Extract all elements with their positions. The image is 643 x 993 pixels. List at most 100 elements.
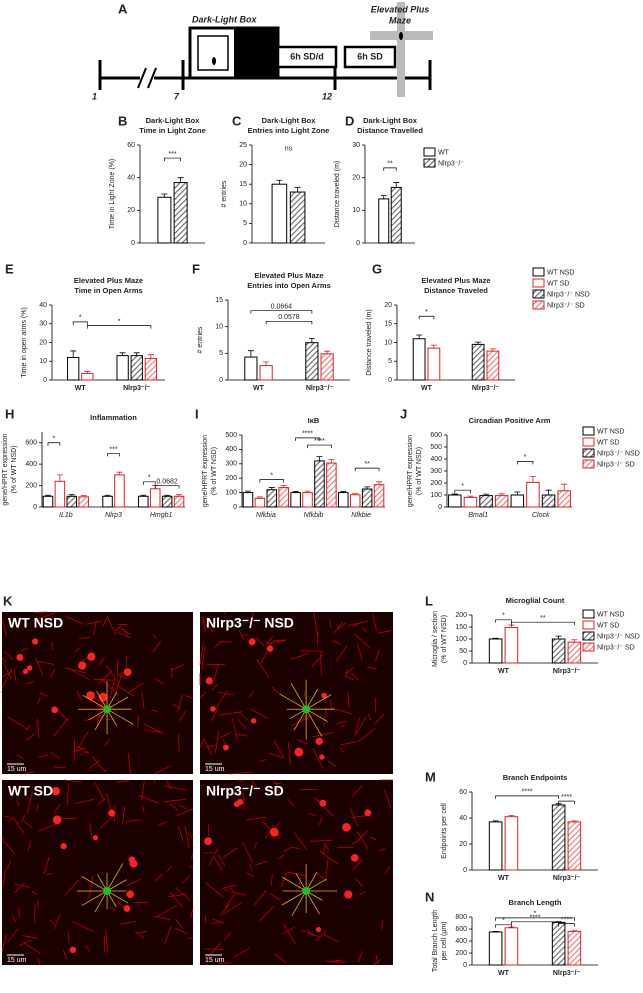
process <box>337 622 347 630</box>
chart-title: Dark-Light Box <box>262 116 317 125</box>
process <box>93 781 105 801</box>
panel-n: N Branch Length Total Branch Length per cel… <box>425 889 598 977</box>
error-bar <box>308 338 315 343</box>
process <box>88 696 96 702</box>
y-tick-label: 20 <box>384 302 392 309</box>
error-bar <box>280 485 287 488</box>
process <box>12 816 19 825</box>
y-tick-label: 600 <box>455 926 467 933</box>
soma <box>32 638 39 645</box>
bar <box>66 495 78 508</box>
step-label: 6h SD <box>357 51 383 61</box>
chart-title: Elevated Plus Maze <box>74 276 143 285</box>
process <box>289 846 301 850</box>
micrograph <box>2 780 193 965</box>
y-tick-label: 0 <box>438 504 442 511</box>
y-tick-label: 800 <box>455 914 467 921</box>
process <box>266 640 286 644</box>
error-bar <box>498 493 505 496</box>
significance-bracket <box>47 442 61 446</box>
process <box>66 783 69 805</box>
error-bar <box>340 491 347 493</box>
error-bar <box>489 348 496 352</box>
process <box>313 612 318 636</box>
process <box>199 641 204 665</box>
soma <box>364 809 372 817</box>
x-tick-label: Nlrp3⁻/⁻ <box>306 385 334 392</box>
chart-title: Microglial Count <box>506 596 565 605</box>
y-tick-label: 300 <box>430 468 442 475</box>
bar <box>551 804 566 871</box>
error-bar <box>140 494 147 497</box>
legend-swatch <box>582 620 595 630</box>
error-bar <box>467 495 474 498</box>
process <box>53 913 61 930</box>
y-tick-label: 100 <box>225 489 237 496</box>
process <box>238 630 245 641</box>
process <box>37 697 41 704</box>
panel-h: H Inflammation gene/HPRT expression (% of W… <box>2 406 185 519</box>
process <box>272 639 286 642</box>
bar <box>266 489 278 508</box>
error-bar <box>263 361 270 366</box>
traced-branch <box>82 695 108 710</box>
process <box>106 665 119 683</box>
process <box>204 948 225 950</box>
process <box>318 817 323 826</box>
panel-letter: C <box>232 113 242 128</box>
process <box>351 840 359 845</box>
legend-swatch <box>582 631 595 641</box>
annotation: * <box>79 315 82 322</box>
process <box>37 958 41 966</box>
y-tick-label: 50 <box>459 648 467 655</box>
panel-j: J Circadian Positive Arm gene/HPRT express… <box>400 406 640 518</box>
process <box>116 780 130 783</box>
y-tick-label: 0 <box>463 962 467 969</box>
process <box>352 622 360 628</box>
bar <box>116 355 129 381</box>
panel-i: I IκB gene/HPRT expression (% of WT NSD) 0 10… <box>195 406 385 519</box>
process <box>274 779 281 794</box>
process <box>184 825 190 849</box>
y-tick-label: 40 <box>127 175 135 182</box>
bar <box>290 492 301 508</box>
x-tick-label: Nlrp3⁻/⁻ <box>123 385 151 392</box>
error-bar <box>352 493 359 495</box>
bar <box>526 481 540 508</box>
soma <box>60 843 67 850</box>
process <box>80 751 89 756</box>
process <box>327 760 337 767</box>
soma <box>236 798 244 806</box>
process <box>319 850 339 865</box>
traced-branch <box>94 890 108 913</box>
x-tick-label: Hmgb1 <box>150 512 173 519</box>
y-tick-label: 0 <box>43 377 47 384</box>
legend-label: Nlrp3⁻/⁻ SD <box>547 302 585 309</box>
process <box>230 891 247 896</box>
process <box>34 903 36 923</box>
error-bar <box>545 489 552 495</box>
process <box>31 890 38 896</box>
y-tick-label: 10 <box>39 358 47 365</box>
x-tick-label: Nfkbie <box>351 512 371 519</box>
process <box>72 921 94 933</box>
traced-branch <box>305 694 332 710</box>
y-tick-label: 200 <box>25 482 37 489</box>
error-bar <box>161 193 168 198</box>
soma <box>128 856 136 863</box>
y-axis-label: Total Branch Length <box>432 910 439 972</box>
soma <box>350 854 359 862</box>
process <box>332 640 341 645</box>
panel-letter: N <box>425 889 434 904</box>
process <box>307 928 314 937</box>
process <box>333 621 344 634</box>
bar <box>54 480 66 508</box>
y-tick-label: 100 <box>430 492 442 499</box>
process <box>13 669 17 681</box>
significance-bracket <box>495 795 559 799</box>
process <box>89 822 93 837</box>
process <box>300 650 324 652</box>
bar <box>278 487 289 508</box>
error-bar <box>328 459 335 464</box>
